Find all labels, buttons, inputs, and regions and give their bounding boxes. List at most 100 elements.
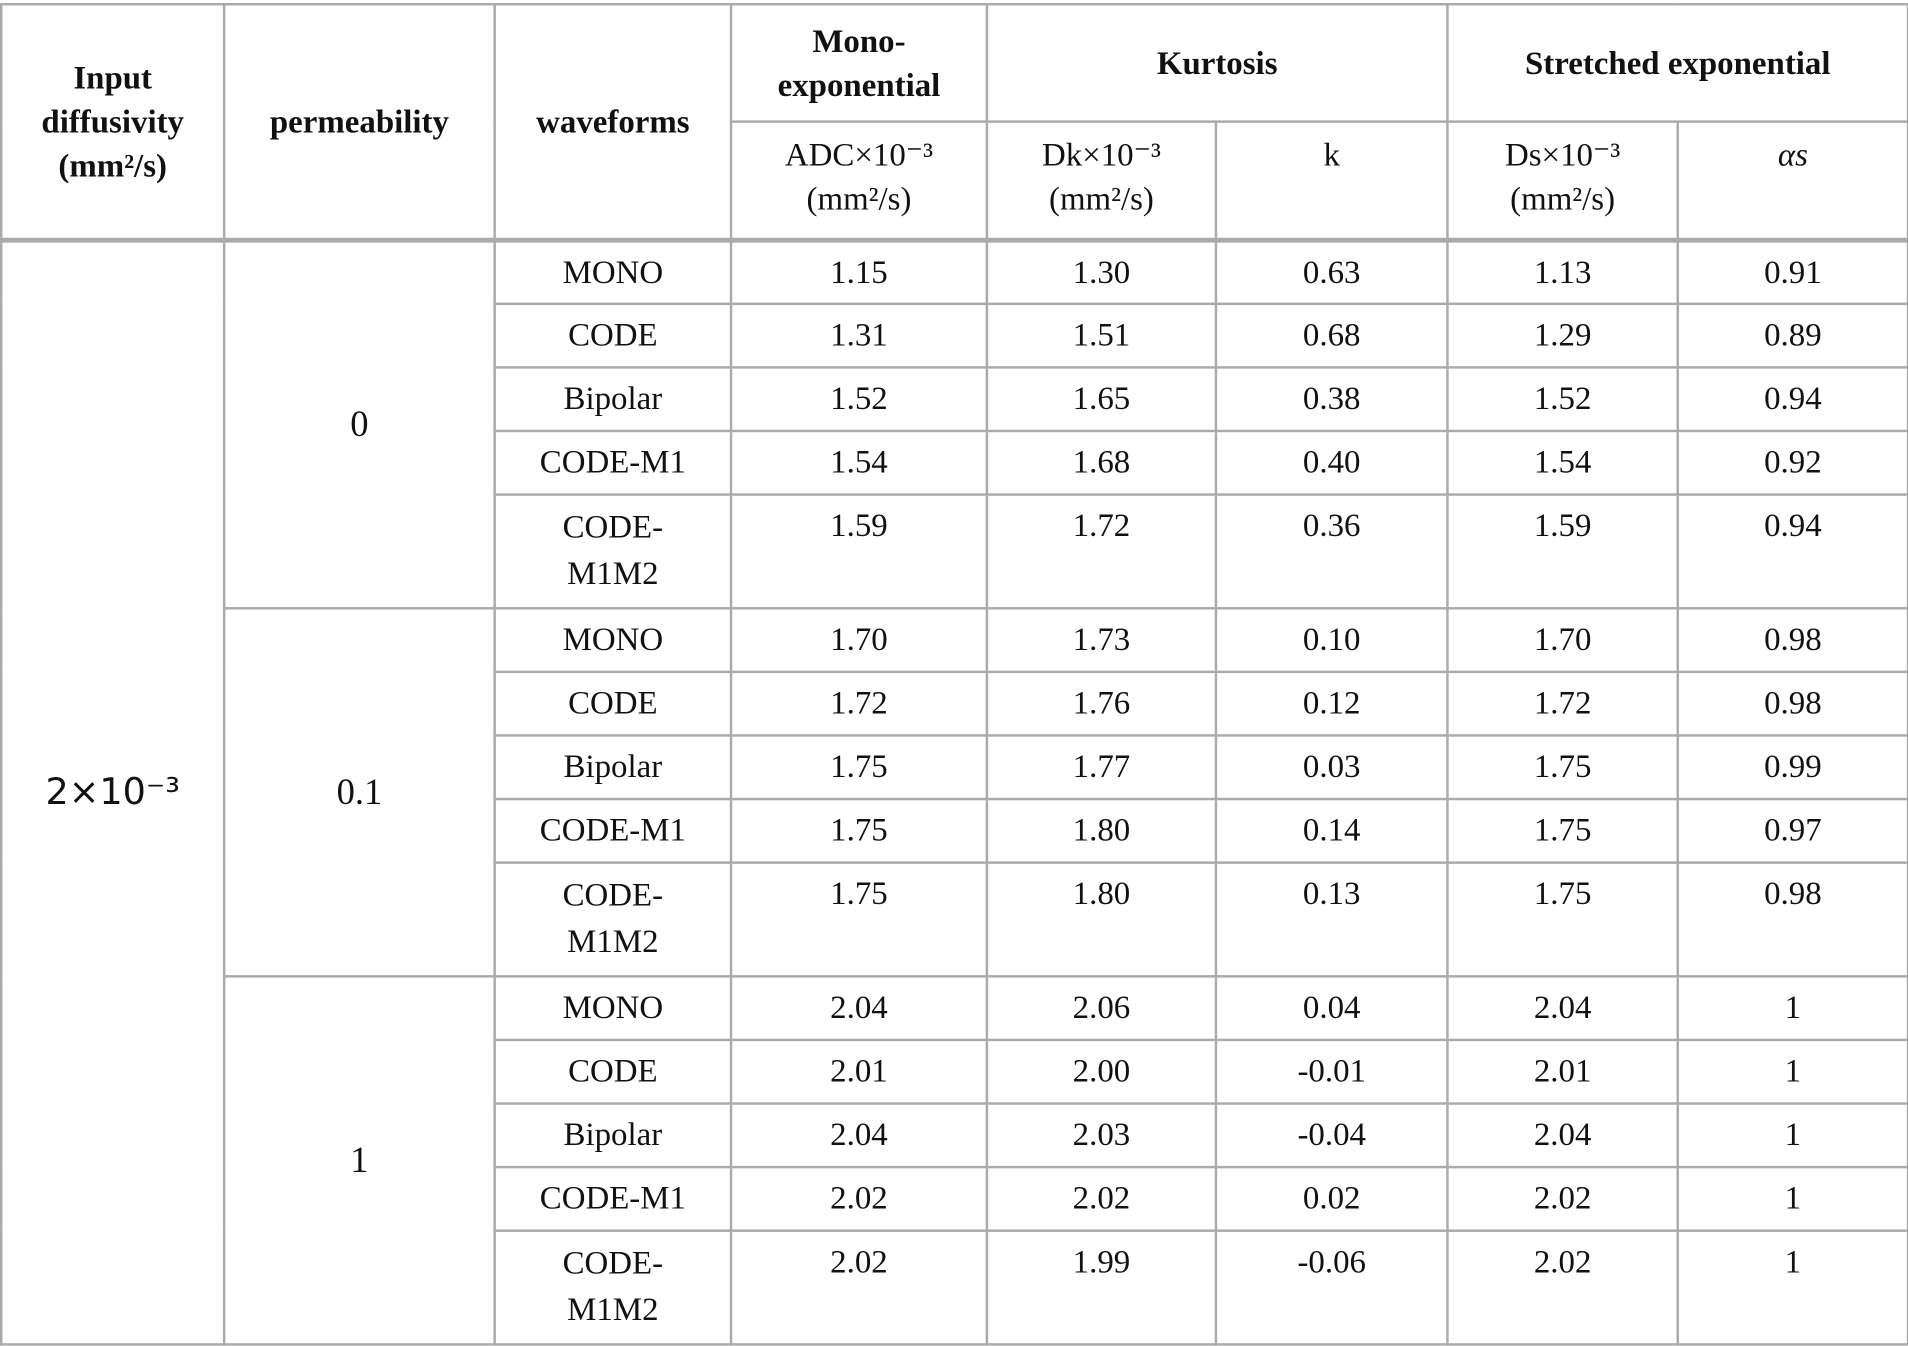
table-row: CODE-M1M2 2.02 1.99 -0.06 2.02 1 [1,1229,1908,1346]
cell-dk: 2.06 [985,975,1218,1042]
cell-alpha-s: 0.92 [1676,429,1908,496]
cell-ds: 1.13 [1446,239,1679,306]
cell-waveform-text: Bipolar [563,1115,663,1153]
cell-dk-text: 2.03 [1072,1115,1131,1153]
cell-dk: 1.72 [985,493,1218,610]
cell-dk: 1.99 [985,1229,1218,1346]
cell-waveform: CODE-M1M2 [493,1229,733,1346]
cell-dk-text: 1.51 [1072,316,1131,353]
cell-adc-text: 2.01 [830,1052,888,1089]
table-row: CODE-M1M2 1.59 1.72 0.36 1.59 0.94 [1,493,1908,610]
cell-waveform-text: CODE-M1 [539,1179,686,1217]
cell-adc-text: 2.04 [830,1115,888,1153]
cell-ds-text: 1.75 [1533,811,1592,848]
cell-dk-text: 1.77 [1072,747,1131,785]
cell-k: 0.14 [1214,797,1449,864]
cell-k: 0.38 [1214,366,1449,433]
cell-k-text: 0.03 [1302,747,1361,785]
header-alpha-s: αs [1676,120,1908,242]
cell-alpha-s-text: 0.91 [1764,253,1822,291]
cell-waveform: MONO [493,975,733,1042]
header-permeability: permeability [222,3,496,242]
cell-dk: 1.73 [985,607,1218,674]
header-mono-exponential: Mono-exponential [729,3,989,123]
table-row: CODE-M1 2.02 2.02 0.02 2.02 1 [1,1165,1908,1232]
header-k: k [1214,120,1449,242]
cell-alpha-s-text: 0.92 [1764,443,1822,480]
cell-adc-text: 1.52 [830,379,888,417]
cell-k-text: 0.36 [1302,506,1361,544]
table-row: CODE-M1M2 1.75 1.80 0.13 1.75 0.98 [1,861,1908,978]
cell-k: -0.01 [1214,1038,1449,1105]
cell-dk-text: 1.72 [1072,506,1131,544]
cell-k-text: 0.02 [1302,1179,1361,1217]
cell-ds: 2.01 [1446,1038,1679,1105]
cell-adc: 1.54 [729,429,989,496]
cell-ds: 2.02 [1446,1229,1679,1346]
cell-dk: 1.65 [985,366,1218,433]
cell-ds: 1.70 [1446,607,1679,674]
cell-alpha-s: 0.94 [1676,366,1908,433]
header-dk: Dk×10⁻³ (mm²/s) [985,120,1218,242]
cell-alpha-s: 0.89 [1676,302,1908,369]
cell-k-text: 0.14 [1302,811,1361,848]
cell-dk: 2.03 [985,1102,1218,1169]
cell-permeability: 1 [222,975,496,1346]
cell-dk: 2.02 [985,1165,1218,1232]
cell-waveform-text: CODE-M1M2 [562,876,664,960]
header-waveforms: waveforms [493,3,733,242]
cell-dk-text: 2.00 [1072,1052,1131,1089]
cell-k: 0.12 [1214,670,1449,737]
cell-ds-text: 2.04 [1533,1115,1592,1153]
header-ds: Ds×10⁻³ (mm²/s) [1446,120,1679,242]
cell-k-text: -0.06 [1297,1242,1366,1280]
cell-waveform: Bipolar [493,734,733,801]
cell-k-text: 0.40 [1302,443,1361,480]
cell-ds: 2.04 [1446,1102,1679,1169]
cell-ds-text: 1.75 [1533,874,1592,912]
header-kurtosis: Kurtosis [985,3,1449,123]
cell-waveform: MONO [493,607,733,674]
cell-k: -0.06 [1214,1229,1449,1346]
cell-adc: 2.01 [729,1038,989,1105]
table-body: 2×10⁻³ 0 MONO 1.15 1.30 0.63 1.13 0.91 CODE 1.31 1… [0,239,1908,1346]
cell-ds: 1.75 [1446,797,1679,864]
cell-permeability: 0.1 [222,607,496,978]
cell-dk-text: 2.02 [1072,1179,1131,1217]
cell-dk: 1.76 [985,670,1218,737]
cell-waveform: CODE-M1M2 [493,493,733,610]
table-row: CODE 1.31 1.51 0.68 1.29 0.89 [1,302,1908,369]
cell-waveform: Bipolar [493,366,733,433]
cell-k: 0.68 [1214,302,1449,369]
cell-alpha-s-text: 1 [1784,1052,1802,1089]
cell-k: -0.04 [1214,1102,1449,1169]
cell-ds: 1.54 [1446,429,1679,496]
cell-adc: 1.75 [729,734,989,801]
cell-alpha-s: 0.97 [1676,797,1908,864]
cell-dk: 1.80 [985,861,1218,978]
cell-dk-text: 1.76 [1072,684,1131,721]
cell-ds-text: 1.70 [1533,620,1592,658]
table-row: CODE 1.72 1.76 0.12 1.72 0.98 [1,670,1908,737]
cell-adc-text: 1.31 [830,316,888,353]
cell-alpha-s-text: 0.97 [1764,811,1822,848]
cell-alpha-s: 0.91 [1676,239,1908,306]
cell-adc: 1.70 [729,607,989,674]
cell-waveform-text: CODE-M1 [539,443,686,480]
cell-k-text: 0.12 [1302,684,1361,721]
cell-k: 0.36 [1214,493,1449,610]
cell-ds: 1.72 [1446,670,1679,737]
cell-dk: 1.80 [985,797,1218,864]
cell-dk: 1.51 [985,302,1218,369]
cell-waveform-text: CODE [568,1052,658,1089]
cell-k: 0.40 [1214,429,1449,496]
cell-waveform-text: Bipolar [563,379,663,417]
results-table-container: Input diffusivity (mm²/s) permeability w… [0,3,1908,1346]
cell-ds-text: 1.59 [1533,506,1592,544]
cell-adc-text: 1.54 [830,443,888,480]
cell-alpha-s-text: 0.98 [1764,620,1822,658]
cell-alpha-s: 0.98 [1676,861,1908,978]
cell-adc: 1.59 [729,493,989,610]
cell-k-text: 0.63 [1302,253,1361,291]
cell-dk-text: 1.73 [1072,620,1131,658]
